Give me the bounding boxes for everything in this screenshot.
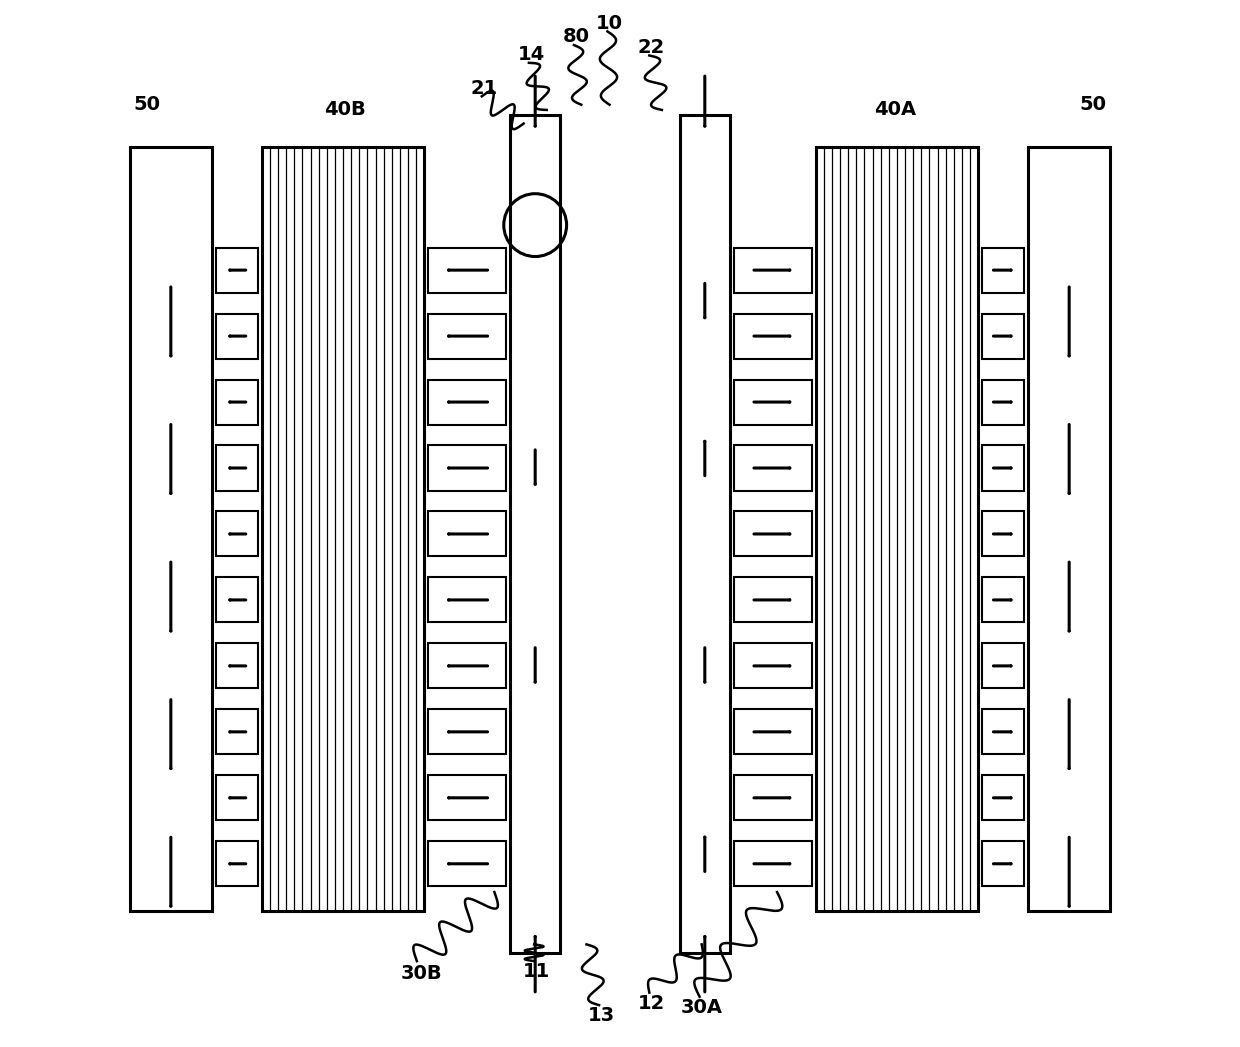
Bar [216,710,258,754]
Bar [734,379,812,425]
Bar [216,379,258,425]
Bar [130,147,212,911]
Bar [734,313,812,358]
Bar [734,578,812,622]
Bar [428,247,506,292]
Bar [734,643,812,689]
Text: 21: 21 [470,80,497,98]
Text: 12: 12 [637,994,665,1012]
Bar [680,115,730,953]
Bar [982,247,1024,292]
Bar [428,313,506,358]
Bar [816,147,978,911]
Text: 10: 10 [596,14,622,32]
Text: 22: 22 [637,38,665,57]
Bar [734,512,812,557]
Text: 13: 13 [588,1006,615,1025]
Bar [982,512,1024,557]
Bar [982,379,1024,425]
Bar [262,147,424,911]
Bar [982,643,1024,689]
Bar [734,446,812,490]
Bar [734,775,812,821]
Bar [428,643,506,689]
Bar [428,379,506,425]
Bar [216,512,258,557]
Bar [982,578,1024,622]
Bar [510,115,560,953]
Text: 30A: 30A [681,998,723,1017]
Bar [216,578,258,622]
Bar [428,446,506,490]
Text: 30B: 30B [401,964,441,983]
Bar [216,643,258,689]
Bar [428,775,506,821]
Bar [734,247,812,292]
Bar [982,775,1024,821]
Bar [216,842,258,886]
Text: 50: 50 [1080,95,1107,114]
Bar [1028,147,1110,911]
Bar [982,710,1024,754]
Text: 40A: 40A [874,101,916,119]
Bar [428,710,506,754]
Bar [216,446,258,490]
Bar [982,842,1024,886]
Text: 14: 14 [517,45,544,64]
Bar [734,710,812,754]
Bar [216,775,258,821]
Bar [216,247,258,292]
Bar [428,512,506,557]
Bar [216,313,258,358]
Bar [982,446,1024,490]
Text: 50: 50 [133,95,160,114]
Text: 40B: 40B [324,101,366,119]
Text: 80: 80 [563,27,589,46]
Bar [428,842,506,886]
Bar [734,842,812,886]
Bar [982,313,1024,358]
Bar [428,578,506,622]
Text: 11: 11 [522,962,549,981]
